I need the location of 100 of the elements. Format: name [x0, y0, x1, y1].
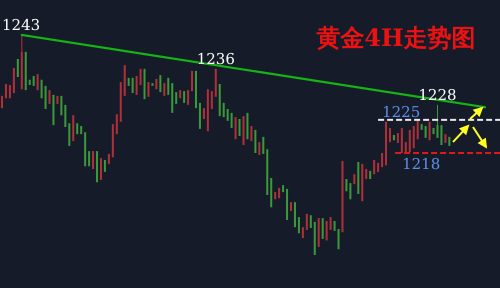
candlestick — [396, 133, 399, 144]
candlestick — [246, 112, 248, 140]
candlestick — [392, 135, 395, 140]
annotation: 1243 — [2, 16, 40, 34]
candlestick — [198, 102, 201, 129]
candlestick — [4, 84, 7, 98]
candlestick — [361, 164, 364, 202]
candlestick — [282, 185, 284, 192]
candlestick — [408, 130, 411, 152]
candlestick — [373, 160, 376, 174]
candlestick — [24, 52, 27, 90]
candlestick — [60, 96, 62, 116]
candlestick — [151, 83, 154, 86]
candlestick — [290, 202, 292, 212]
candlestick — [64, 104, 66, 128]
candlestick — [258, 142, 260, 155]
candlestick — [144, 68, 146, 100]
candlestick — [444, 134, 446, 144]
candlestick — [194, 70, 197, 108]
candlestick — [163, 83, 166, 96]
candlestick — [262, 136, 264, 154]
candlestick — [20, 34, 23, 90]
candlestick — [92, 151, 94, 170]
candlestick — [254, 130, 256, 153]
candlestick — [388, 128, 391, 142]
candlestick — [159, 75, 162, 92]
candlestick — [128, 78, 130, 86]
text: 黄金4H走势图 — [315, 23, 476, 52]
candlestick — [334, 220, 336, 231]
candlestick — [108, 154, 110, 164]
candlestick — [230, 112, 233, 128]
candlestick — [40, 80, 43, 98]
candlestick — [345, 178, 348, 192]
candlestick — [179, 90, 182, 98]
candlestick — [202, 108, 205, 119]
candlestick — [48, 90, 51, 104]
candlestick — [294, 202, 296, 228]
candlestick — [242, 116, 244, 145]
candlestick — [349, 183, 352, 200]
candlestick — [404, 142, 407, 152]
candlestick — [448, 136, 450, 146]
candlestick — [72, 115, 74, 142]
candlestick — [52, 94, 54, 126]
candlestick — [432, 128, 435, 134]
annotation: 1236 — [196, 50, 235, 68]
candlestick — [326, 220, 328, 240]
candlestick — [44, 86, 47, 110]
candlestick — [76, 123, 78, 134]
candlestick — [8, 84, 11, 98]
candlestick — [298, 217, 300, 234]
candlestick — [32, 76, 35, 86]
candlestick — [330, 217, 332, 230]
candlestick — [381, 152, 384, 168]
candlestick — [100, 158, 102, 180]
candlestick — [314, 222, 316, 255]
candlestick — [234, 117, 237, 140]
candlestick — [175, 92, 178, 104]
candlestick — [341, 160, 344, 232]
annotation: 1228 — [418, 86, 457, 104]
candlestick — [412, 126, 415, 148]
candlestick — [136, 76, 138, 95]
candlestick — [306, 214, 308, 230]
candlestick — [214, 68, 217, 97]
candlestick — [132, 78, 134, 94]
ref-line-label: 1218 — [402, 154, 440, 173]
candlestick — [80, 126, 82, 134]
candlestick — [286, 188, 288, 220]
candlestick — [338, 228, 340, 250]
candlestick — [12, 68, 15, 94]
candlestick — [68, 123, 70, 146]
candlestick — [218, 84, 221, 116]
candlestick — [191, 70, 194, 92]
candlestick — [187, 90, 190, 105]
candlestick — [147, 82, 150, 97]
candlestick — [353, 174, 356, 184]
candlestick — [278, 188, 280, 198]
candlestick — [16, 59, 19, 77]
candlestick — [274, 192, 276, 200]
candlestick — [222, 102, 225, 118]
candlestick — [385, 122, 388, 166]
candlestick — [183, 91, 186, 103]
ref-line-label: 1225 — [382, 102, 420, 121]
candlestick — [400, 128, 403, 153]
candlestick — [140, 68, 142, 85]
candlestick — [116, 114, 118, 134]
candlestick — [310, 215, 312, 228]
candlestick — [440, 125, 442, 145]
candlestick — [369, 170, 372, 179]
candlestick — [104, 160, 106, 172]
candlestick — [428, 122, 431, 140]
candlestick — [318, 218, 320, 247]
candlestick — [424, 126, 427, 138]
candlestick — [84, 132, 86, 166]
candlestick — [226, 109, 229, 121]
candlestick — [357, 162, 360, 194]
candlestick — [322, 218, 324, 239]
candlestick — [112, 124, 114, 158]
candlestick — [302, 227, 304, 238]
candlestick — [155, 78, 158, 90]
candlestick — [88, 151, 90, 166]
